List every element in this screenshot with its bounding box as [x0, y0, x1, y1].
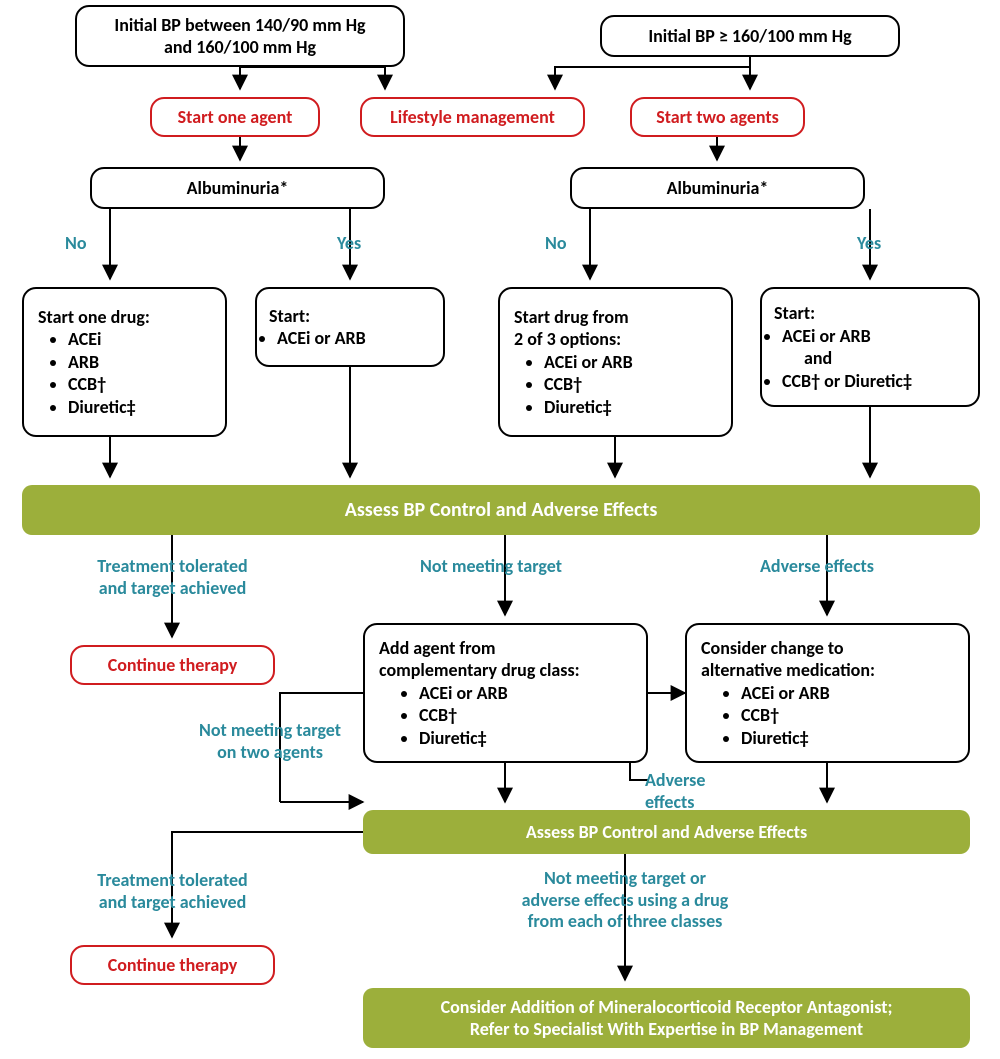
node-continue-therapy-1: Continue therapy: [70, 645, 275, 685]
label-no-left: No: [65, 233, 87, 255]
label-not-meeting-or-ae: Not meeting target or adverse effects us…: [445, 868, 805, 933]
label-treatment-tolerated-2: Treatment tolerated and target achieved: [50, 870, 295, 913]
node-lifestyle-management: Lifestyle management: [360, 97, 585, 137]
node-albuminuria-right: Albuminuria*: [570, 167, 865, 209]
node-assess-bar-1: Assess BP Control and Adverse Effects: [22, 485, 980, 535]
label-treatment-tolerated-1: Treatment tolerated and target achieved: [50, 556, 295, 599]
node-start-acei-ccb-diuretic: Start: ACEi or ARB and CCB† or Diuretic‡: [760, 287, 980, 407]
label-no-right: No: [545, 233, 567, 255]
node-consider-mra: Consider Addition of Mineralocorticoid R…: [363, 988, 970, 1048]
flowchart-stage: Initial BP between 140/90 mm Hg and 160/…: [0, 0, 1000, 1059]
node-consider-change: Consider change to alternative medicatio…: [685, 623, 970, 763]
node-start-one-drug: Start one drug: ACEi ARB CCB† Diuretic‡: [22, 287, 227, 437]
label-adverse-effects-loop: Adverse effects: [645, 770, 760, 813]
label-yes-right: Yes: [857, 233, 881, 255]
label-not-meeting-target: Not meeting target: [420, 556, 562, 578]
node-start-one-agent: Start one agent: [150, 97, 320, 137]
node-continue-therapy-2: Continue therapy: [70, 945, 275, 985]
node-albuminuria-left: Albuminuria*: [90, 167, 385, 209]
node-bp-140-160: Initial BP between 140/90 mm Hg and 160/…: [75, 5, 405, 67]
label-yes-left: Yes: [337, 233, 361, 255]
label-adverse-effects: Adverse effects: [760, 556, 874, 578]
node-start-acei-arb: Start: ACEi or ARB: [255, 287, 445, 367]
node-add-agent: Add agent from complementary drug class:…: [363, 623, 648, 763]
node-start-two-agents: Start two agents: [630, 97, 805, 137]
node-bp-ge-160: Initial BP ≥ 160/100 mm Hg: [600, 15, 900, 57]
label-not-meeting-on-two: Not meeting target on two agents: [175, 720, 365, 763]
node-start-two-of-three: Start drug from 2 of 3 options: ACEi or …: [498, 287, 733, 437]
node-assess-bar-2: Assess BP Control and Adverse Effects: [363, 810, 970, 854]
